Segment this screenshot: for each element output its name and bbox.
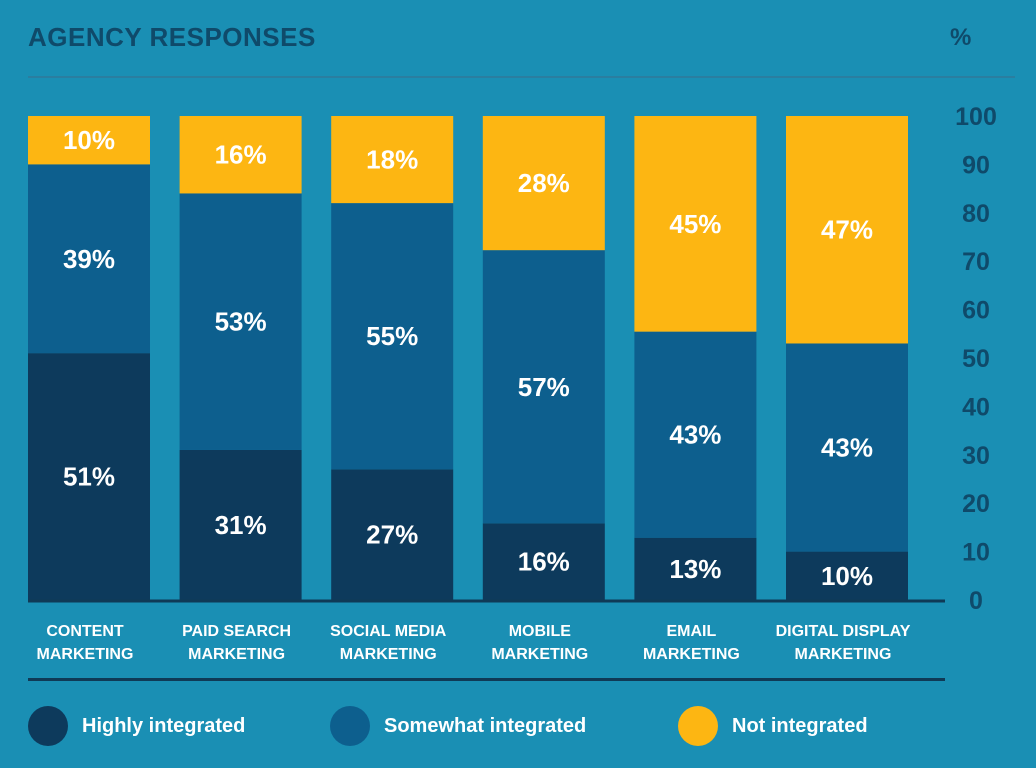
bar-not-5 [786, 116, 908, 344]
category-label-4-1: MARKETING [643, 646, 740, 663]
data-label-somewhat-0: 39% [63, 244, 115, 274]
legend: Highly integrated Somewhat integrated No… [28, 706, 1008, 746]
bar-not-3 [482, 116, 605, 251]
category-label-3-1: MARKETING [491, 646, 588, 663]
category-label-0-1: MARKETING [37, 646, 134, 663]
category-label-1-0: PAID SEARCH [182, 623, 291, 640]
bar-somewhat-2 [331, 203, 454, 470]
category-label-0-0: CONTENT [46, 623, 124, 640]
y-tick-label-0: 0 [969, 587, 983, 615]
bar-somewhat-0 [28, 164, 150, 354]
legend-item-somewhat: Somewhat integrated [330, 706, 586, 746]
legend-label-somewhat: Somewhat integrated [384, 714, 587, 737]
data-label-not-4: 45% [669, 209, 721, 239]
data-label-somewhat-1: 53% [215, 307, 267, 337]
bar-highly-1 [179, 449, 302, 600]
bar-not-0 [28, 116, 150, 165]
data-label-highly-3: 16% [518, 547, 570, 577]
y-tick-label-6: 60 [962, 297, 990, 325]
bar-highly-0 [28, 353, 150, 600]
data-label-not-0: 10% [63, 125, 115, 155]
bar-not-2 [331, 116, 454, 204]
bar-somewhat-4 [634, 331, 757, 538]
legend-swatch-somewhat [330, 706, 370, 746]
data-label-highly-1: 31% [215, 510, 267, 540]
bar-highly-4 [634, 537, 757, 600]
legend-divider [28, 678, 945, 681]
data-label-highly-2: 27% [366, 520, 418, 550]
bar-highly-5 [786, 551, 908, 600]
y-tick-label-5: 50 [962, 345, 990, 373]
y-tick-label-4: 40 [962, 393, 990, 421]
bar-not-4 [634, 116, 757, 332]
legend-item-highly: Highly integrated [28, 706, 245, 746]
data-label-highly-4: 13% [669, 554, 721, 584]
data-label-not-2: 18% [366, 145, 418, 175]
category-label-5-1: MARKETING [795, 646, 892, 663]
y-tick-label-10: 100 [955, 103, 997, 131]
bar-not-1 [179, 116, 302, 194]
y-tick-label-2: 20 [962, 490, 990, 518]
data-label-highly-0: 51% [63, 462, 115, 492]
category-label-2-1: MARKETING [340, 646, 437, 663]
data-label-somewhat-5: 43% [821, 433, 873, 463]
legend-swatch-not [678, 706, 718, 746]
category-label-2-0: SOCIAL MEDIA [330, 623, 447, 640]
y-tick-label-7: 70 [962, 248, 990, 276]
unit-label: % [950, 24, 972, 51]
data-label-somewhat-2: 55% [366, 321, 418, 351]
data-label-somewhat-3: 57% [518, 372, 570, 402]
chart-title: AGENCY RESPONSES [28, 22, 316, 52]
header-divider [28, 76, 1015, 78]
category-label-3-0: MOBILE [509, 623, 572, 640]
bar-somewhat-5 [786, 343, 908, 552]
category-label-5-0: DIGITAL DISPLAY [776, 623, 911, 640]
data-label-not-3: 28% [518, 168, 570, 198]
bar-somewhat-3 [482, 250, 605, 524]
y-tick-label-1: 10 [962, 539, 990, 567]
data-label-not-1: 16% [215, 140, 267, 170]
y-tick-label-9: 90 [962, 151, 990, 179]
legend-label-highly: Highly integrated [82, 714, 246, 737]
y-tick-label-3: 30 [962, 442, 990, 470]
data-label-highly-5: 10% [821, 561, 873, 591]
bar-somewhat-1 [179, 193, 302, 450]
category-label-4-0: EMAIL [667, 623, 717, 640]
category-label-1-1: MARKETING [188, 646, 285, 663]
legend-item-not: Not integrated [678, 706, 868, 746]
legend-swatch-highly [28, 706, 68, 746]
data-label-not-5: 47% [821, 215, 873, 245]
legend-label-not: Not integrated [732, 714, 868, 737]
data-label-somewhat-4: 43% [669, 420, 721, 450]
bar-highly-3 [482, 523, 605, 600]
bar-highly-2 [331, 469, 454, 600]
stacked-bar-chart: 51% 39% 10% CONTENT MARKETING 31% 53% 16% PAID S… [28, 103, 997, 663]
y-tick-label-8: 80 [962, 200, 990, 228]
